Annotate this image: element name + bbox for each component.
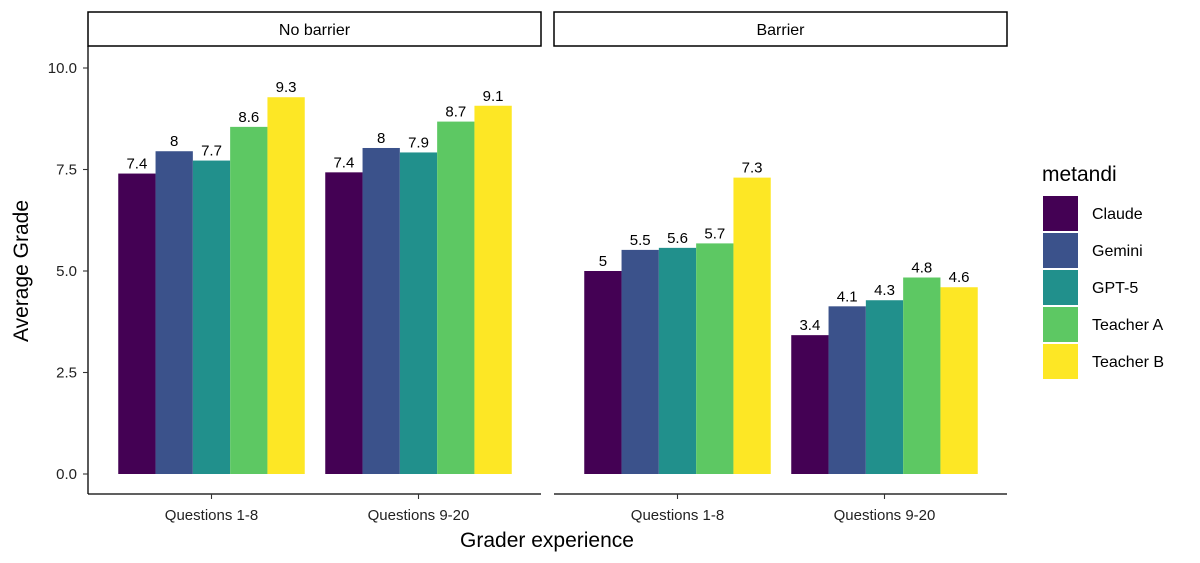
legend-swatch <box>1043 233 1078 268</box>
x-tick-label: Questions 1-8 <box>631 507 724 524</box>
legend-item-label: Gemini <box>1092 243 1143 260</box>
bar-value-label: 7.9 <box>408 134 429 151</box>
bar-value-label: 8 <box>377 130 385 147</box>
bar-value-label: 7.4 <box>126 156 147 173</box>
y-axis: 0.0 2.5 5.0 7.5 10.0 <box>48 46 89 494</box>
legend-swatch <box>1043 196 1078 231</box>
legend-item-label: Teacher B <box>1092 354 1164 371</box>
legend-item-label: Teacher A <box>1092 317 1163 334</box>
bar <box>733 177 771 474</box>
x-tick-label: Questions 1-8 <box>165 507 258 524</box>
legend-title: metandi <box>1042 163 1117 186</box>
bar <box>903 277 941 474</box>
bar-value-label: 5.6 <box>667 230 688 247</box>
y-tick-label: 10.0 <box>48 60 77 77</box>
legend-swatch <box>1043 270 1078 305</box>
bar <box>192 160 231 474</box>
y-tick-label: 0.0 <box>56 466 77 483</box>
bar-value-label: 5.5 <box>630 232 651 249</box>
bar-value-label: 8 <box>170 133 178 150</box>
bar <box>696 243 734 474</box>
bar <box>621 249 659 474</box>
bar <box>474 105 512 475</box>
facet-strip-label: No barrier <box>279 22 351 39</box>
bar <box>865 300 904 474</box>
bar <box>399 152 438 474</box>
bar <box>584 271 622 474</box>
bar <box>118 173 156 474</box>
facet-panels: No barrier 7.4 8 7.7 8.6 9.3 Questions 1-8 7.4 8… <box>87 11 1008 524</box>
bar-value-label: 7.3 <box>742 160 763 177</box>
bar-value-label: 9.1 <box>483 88 504 105</box>
bar <box>791 335 829 474</box>
bar-value-label: 4.8 <box>911 259 932 276</box>
legend-swatch <box>1043 344 1078 379</box>
bar-value-label: 9.3 <box>276 79 297 96</box>
y-tick-label: 5.0 <box>56 263 77 280</box>
facet-strip <box>553 11 1008 47</box>
legend-item-label: GPT-5 <box>1092 280 1138 297</box>
bar <box>267 97 305 475</box>
facet-strip-label: Barrier <box>756 22 805 39</box>
bar-value-label: 4.6 <box>949 269 970 286</box>
legend: metandi Claude Gemini GPT-5 Teacher A Teache… <box>1042 163 1164 379</box>
x-tick-label: Questions 9-20 <box>368 507 470 524</box>
bar-value-label: 5.7 <box>704 225 725 242</box>
y-tick-label: 7.5 <box>56 162 77 179</box>
bar <box>155 151 193 475</box>
facet-strip <box>87 11 542 47</box>
bar-value-label: 8.6 <box>238 109 259 126</box>
bar <box>940 287 978 474</box>
facet-panel: No barrier 7.4 8 7.7 8.6 9.3 Questions 1-8 7.4 8… <box>87 11 542 524</box>
bar-value-label: 5 <box>599 253 607 270</box>
y-tick-label: 2.5 <box>56 365 77 382</box>
bar-value-label: 7.7 <box>201 143 222 160</box>
facet-panel: Barrier 5 5.5 5.6 5.7 7.3 Questions 1-8 3.4 4.1 4… <box>553 11 1008 524</box>
x-tick-label: Questions 9-20 <box>834 507 936 524</box>
bar <box>828 306 866 474</box>
bar-value-label: 4.1 <box>837 288 858 305</box>
bar <box>362 147 400 474</box>
legend-item-label: Claude <box>1092 206 1143 223</box>
bar <box>437 121 475 474</box>
bar-value-label: 4.3 <box>874 282 895 299</box>
bar <box>230 126 268 475</box>
bar-value-label: 8.7 <box>445 104 466 121</box>
y-axis-title: Average Grade <box>10 200 33 342</box>
bar-value-label: 7.4 <box>333 154 354 171</box>
bar <box>658 247 697 474</box>
bar <box>325 172 363 475</box>
x-axis-title: Grader experience <box>460 529 634 552</box>
legend-swatch <box>1043 307 1078 342</box>
bar-value-label: 3.4 <box>799 317 820 334</box>
